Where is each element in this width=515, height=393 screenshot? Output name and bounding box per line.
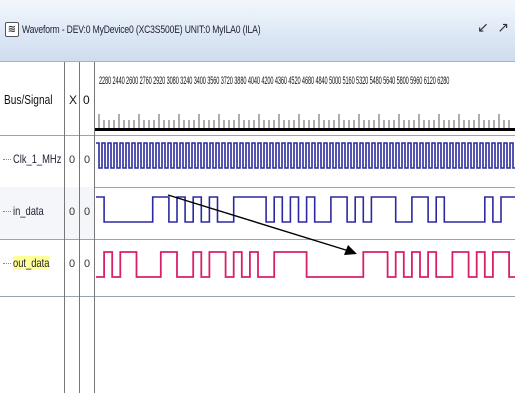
out-data-waveform bbox=[96, 251, 515, 278]
bus-signal-label: Bus/Signal bbox=[4, 92, 53, 107]
signal-x-value: 0 bbox=[69, 258, 76, 270]
waveform-header: Bus/Signal X 0 2280 2440 2600 2760 2920 … bbox=[0, 62, 515, 135]
signal-name-cell: Clk_1_MHz bbox=[0, 135, 65, 187]
window-controls[interactable]: ↙ ↗ bbox=[473, 20, 509, 36]
waveform-display[interactable] bbox=[95, 135, 515, 296]
signal-x-cell: 0 bbox=[65, 135, 80, 187]
x-label: X bbox=[69, 93, 78, 107]
in-data-waveform bbox=[96, 196, 515, 223]
minimize-icon[interactable]: ↙ bbox=[477, 20, 489, 36]
signal-o-cell: 0 bbox=[80, 135, 95, 187]
ruler-tick-labels: 2280 2440 2600 2760 2920 3080 3240 3400 … bbox=[99, 75, 450, 87]
signal-o-cell: 0 bbox=[80, 187, 95, 239]
tree-connector bbox=[3, 211, 11, 212]
o-column-header[interactable]: 0 bbox=[80, 62, 95, 135]
bus-signal-column-header[interactable]: Bus/Signal bbox=[0, 62, 65, 135]
cursor-bar bbox=[95, 128, 515, 131]
window-title: Waveform - DEV:0 MyDevice0 (XC3S500E) UN… bbox=[22, 24, 261, 36]
empty-o-column bbox=[80, 296, 95, 393]
maximize-icon[interactable]: ↗ bbox=[497, 20, 509, 36]
window-title-bar[interactable]: ≋ Waveform - DEV:0 MyDevice0 (XC3S500E) … bbox=[0, 0, 515, 62]
signal-o-value: 0 bbox=[84, 206, 91, 218]
ruler-ticks bbox=[95, 114, 515, 131]
signal-x-value: 0 bbox=[69, 154, 76, 166]
signal-o-cell: 0 bbox=[80, 239, 95, 296]
clk-waveform bbox=[96, 142, 515, 169]
waveform-app-icon: ≋ bbox=[5, 22, 19, 37]
o-label: 0 bbox=[83, 93, 90, 107]
empty-name-column bbox=[0, 296, 65, 393]
signal-name-cell: in_data bbox=[0, 187, 65, 239]
signal-name-cell: out_data bbox=[0, 239, 65, 296]
signal-o-value: 0 bbox=[84, 154, 91, 166]
time-ruler[interactable]: 2280 2440 2600 2760 2920 3080 3240 3400 … bbox=[95, 62, 515, 135]
x-column-header[interactable]: X bbox=[65, 62, 80, 135]
signal-name-clk[interactable]: Clk_1_MHz bbox=[13, 152, 62, 166]
tree-connector bbox=[3, 263, 11, 264]
empty-signal-area bbox=[0, 296, 515, 393]
signal-x-cell: 0 bbox=[65, 239, 80, 296]
signal-x-value: 0 bbox=[69, 206, 76, 218]
signal-name-in-data[interactable]: in_data bbox=[13, 204, 44, 218]
signal-o-value: 0 bbox=[84, 258, 91, 270]
empty-x-column bbox=[65, 296, 80, 393]
signal-name-out-data[interactable]: out_data bbox=[13, 256, 50, 270]
signal-x-cell: 0 bbox=[65, 187, 80, 239]
tree-connector bbox=[3, 159, 11, 160]
